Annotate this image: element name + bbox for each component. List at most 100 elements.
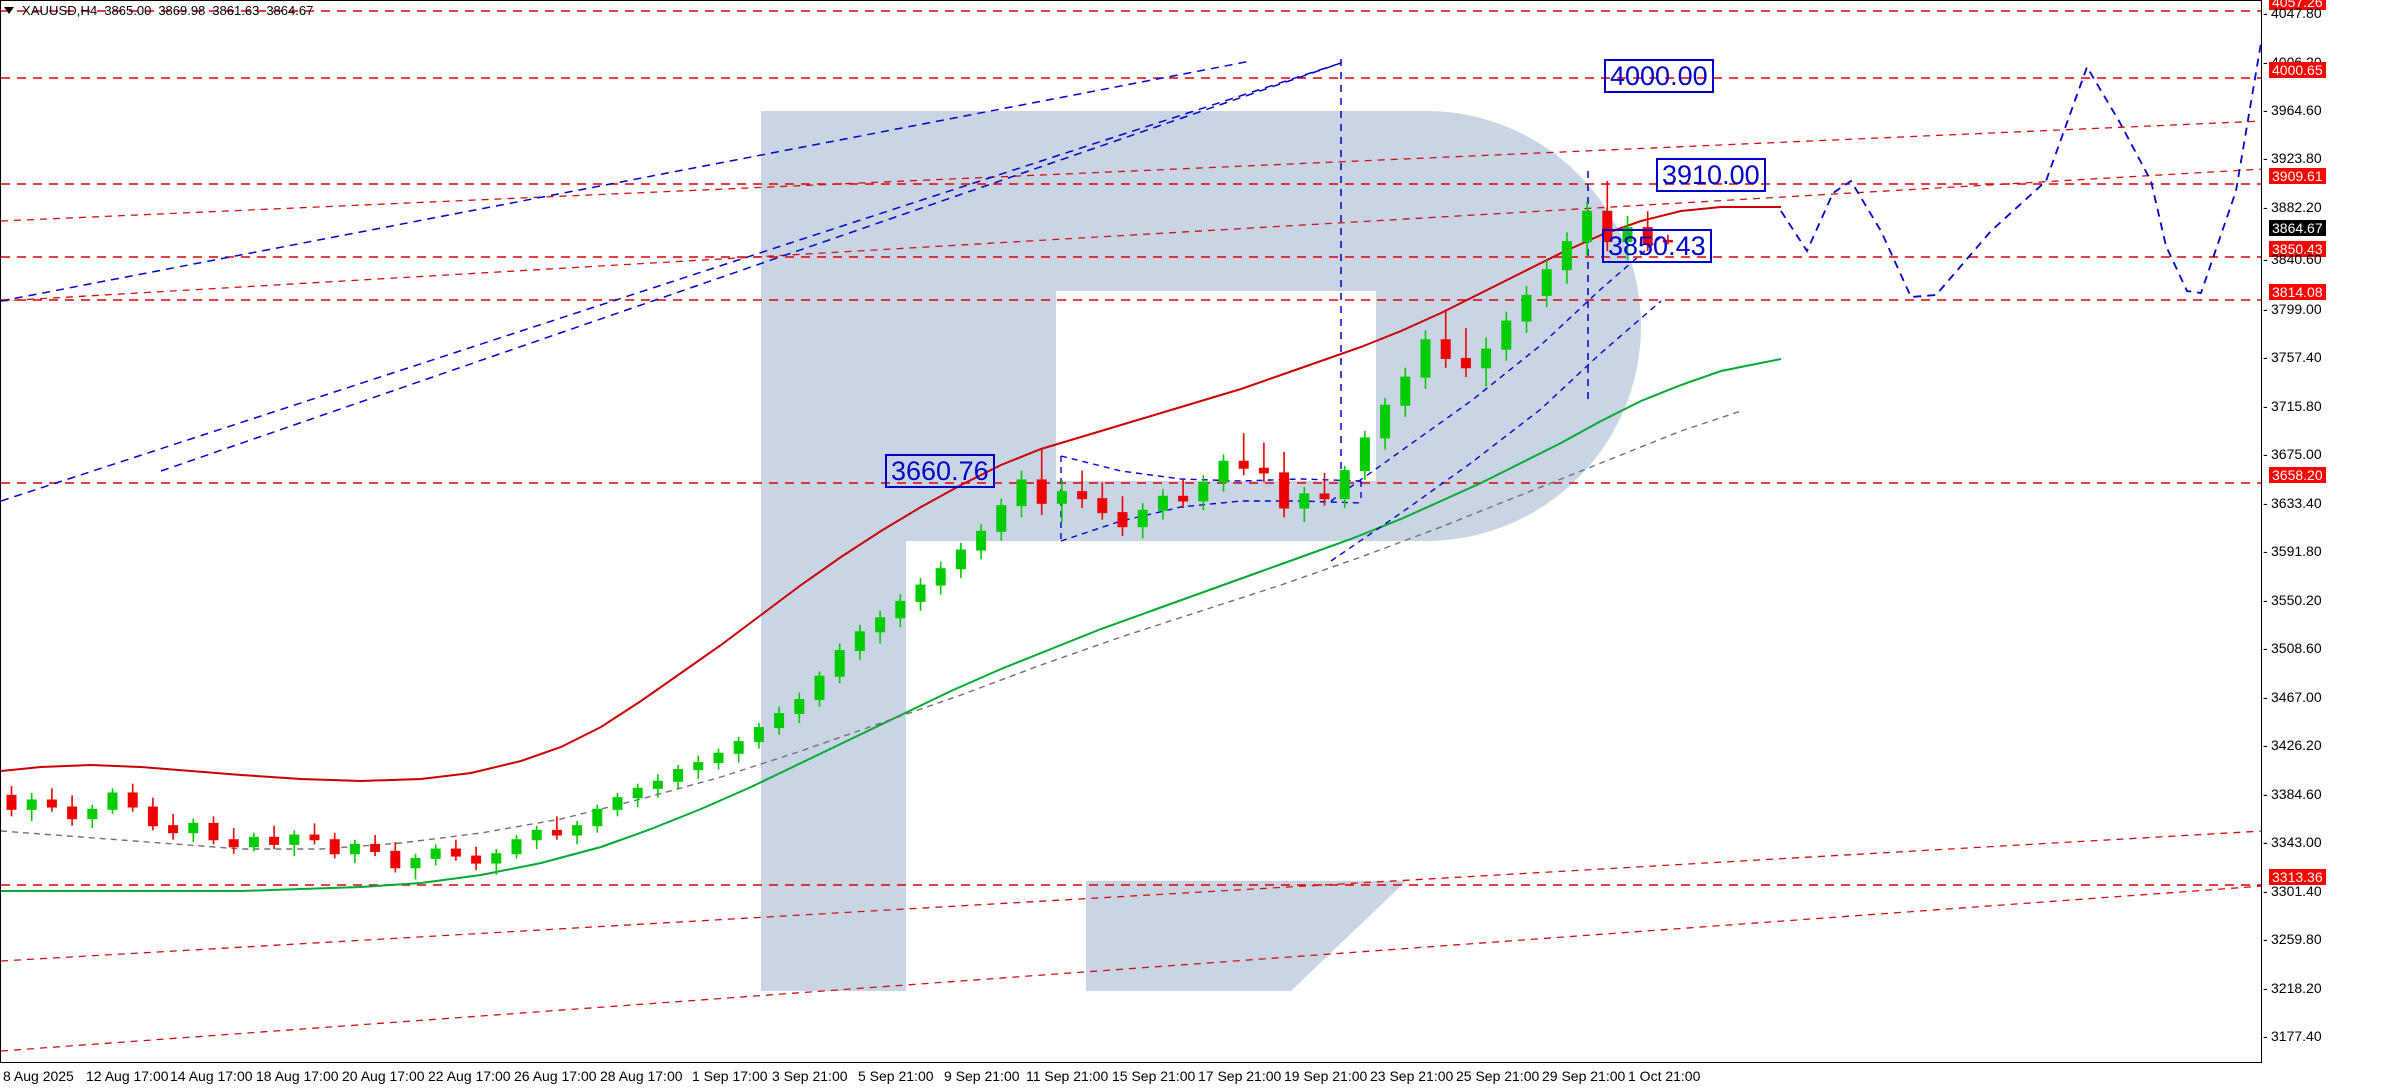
tick-mark-icon: - [2263,199,2268,215]
candle-body [1198,481,1209,502]
price-tick-label: 3384.60 [2271,786,2322,802]
time-tick-label: 22 Aug 17:00 [428,1068,511,1084]
tick-mark-icon: - [2263,102,2268,118]
price-tick: -3550.20 [2263,592,2322,608]
price-tick-label: 3259.80 [2271,931,2322,947]
price-tick-label: 4000.65 [2269,62,2326,78]
price-tick: -3467.00 [2263,689,2322,705]
candle-body [612,797,623,810]
tick-mark-icon: - [2263,301,2268,317]
price-tick: -3675.00 [2263,446,2322,462]
price-tick: -3715.80 [2263,398,2322,414]
triangle-down-icon[interactable] [4,6,14,14]
candle-body [1137,509,1148,528]
candle-body [1662,239,1673,243]
time-tick-label: 15 Sep 21:00 [1112,1068,1196,1084]
trend-lines [1,120,2261,1052]
price-tick: -3923.80 [2263,150,2322,166]
price-tick-label: 4057.26 [2269,0,2326,10]
candle-body [87,808,98,820]
tick-mark-icon: - [2263,251,2268,267]
candle-body [1380,404,1391,439]
tick-mark-icon: - [2263,592,2268,608]
candle-body [1582,210,1593,243]
price-tick: 4000.65 [2263,62,2326,78]
time-tick-label: 8 Aug 2025 [3,1068,74,1084]
time-tick-label: 12 Aug 17:00 [86,1068,169,1084]
time-tick-label: 25 Sep 21:00 [1456,1068,1540,1084]
price-tick: -3508.60 [2263,640,2322,656]
price-tick: -3633.40 [2263,495,2322,511]
time-tick-label: 19 Sep 21:00 [1284,1068,1368,1084]
time-tick-label: 9 Sep 21:00 [944,1068,1020,1084]
tick-mark-icon: - [2263,54,2268,70]
time-tick-label: 1 Oct 21:00 [1628,1068,1701,1084]
price-tick-label: 3850.43 [2269,241,2326,257]
price-tick: -3426.20 [2263,737,2322,753]
price-tick: 4057.26 [2263,0,2326,10]
candle-body [450,848,461,857]
candle-body [572,825,583,836]
candle-body [1602,210,1613,243]
tick-mark-icon: - [2263,737,2268,753]
candle-body [1400,376,1411,406]
price-level-lines [1,10,2261,886]
candle-body [733,741,744,754]
candle-body [1319,493,1330,500]
time-tick-label: 17 Sep 21:00 [1198,1068,1282,1084]
price-tick-label: 3301.40 [2271,883,2322,899]
time-tick-label: 18 Aug 17:00 [256,1068,339,1084]
candle-body [592,808,603,827]
candle-body [531,829,542,841]
moving-average-fast [1,206,1781,783]
price-tick: -3757.40 [2263,349,2322,365]
price-tick-label: 3882.20 [2271,199,2322,215]
price-tick: -3882.20 [2263,199,2322,215]
time-tick-label: 20 Aug 17:00 [342,1068,425,1084]
candle-body [753,727,764,743]
candle-body [1339,470,1350,500]
price-tick: -3218.20 [2263,980,2322,996]
candle-body [854,631,865,651]
quote-open: 3865.00 [104,2,152,18]
candle-body [1016,479,1027,507]
candle-body [511,839,522,855]
tick-mark-icon: - [2263,150,2268,166]
symbol-quote-bar: XAUUSD,H4 3865.00 3869.98 3861.63 3864.6… [4,2,313,18]
price-tick-label: 4047.80 [2271,5,2322,21]
price-tick: -3799.00 [2263,301,2322,317]
annotation-3660: 3660.76 [885,454,995,488]
annotation-3850: 3850.43 [1602,229,1712,263]
candle-body [491,853,502,864]
tick-mark-icon: - [2263,5,2268,21]
candle-body [269,836,280,845]
time-axis[interactable]: 8 Aug 2025 12 Aug 17:00 14 Aug 17:00 18 Aug… [0,1064,2262,1090]
candle-body [1178,495,1189,502]
tick-mark-icon: - [2263,349,2268,365]
candle-body [1258,467,1269,474]
price-tick: -3591.80 [2263,543,2322,559]
chart-plot-area[interactable]: 4000.00 3910.00 3850.43 3660.76 XAUUSD,H… [0,0,2262,1063]
price-tick: -3343.00 [2263,834,2322,850]
price-tick-label: 3658.20 [2269,467,2326,483]
candle-body [551,829,562,836]
tick-mark-icon: - [2263,931,2268,947]
time-tick-label: 1 Sep 17:00 [692,1068,768,1084]
candle-body [1036,479,1047,504]
price-tick: -3177.40 [2263,1028,2322,1044]
price-tick-label: 3964.60 [2271,102,2322,118]
symbol-label: XAUUSD,H4 [22,2,98,18]
price-tick-label: 3715.80 [2271,398,2322,414]
price-tick-label: 3508.60 [2271,640,2322,656]
price-axis[interactable]: 4057.26-4047.80-4006.204000.65-3964.60-3… [2263,0,2392,1063]
price-chart-canvas [1,10,2261,1052]
candle-body [107,792,118,810]
price-tick: -3964.60 [2263,102,2322,118]
candle-body [1157,495,1168,511]
candle-body [168,825,179,834]
candle-body [248,836,259,848]
candle-body [1521,294,1532,322]
candle-body [935,568,946,586]
price-tick-label: 3909.61 [2269,168,2326,184]
